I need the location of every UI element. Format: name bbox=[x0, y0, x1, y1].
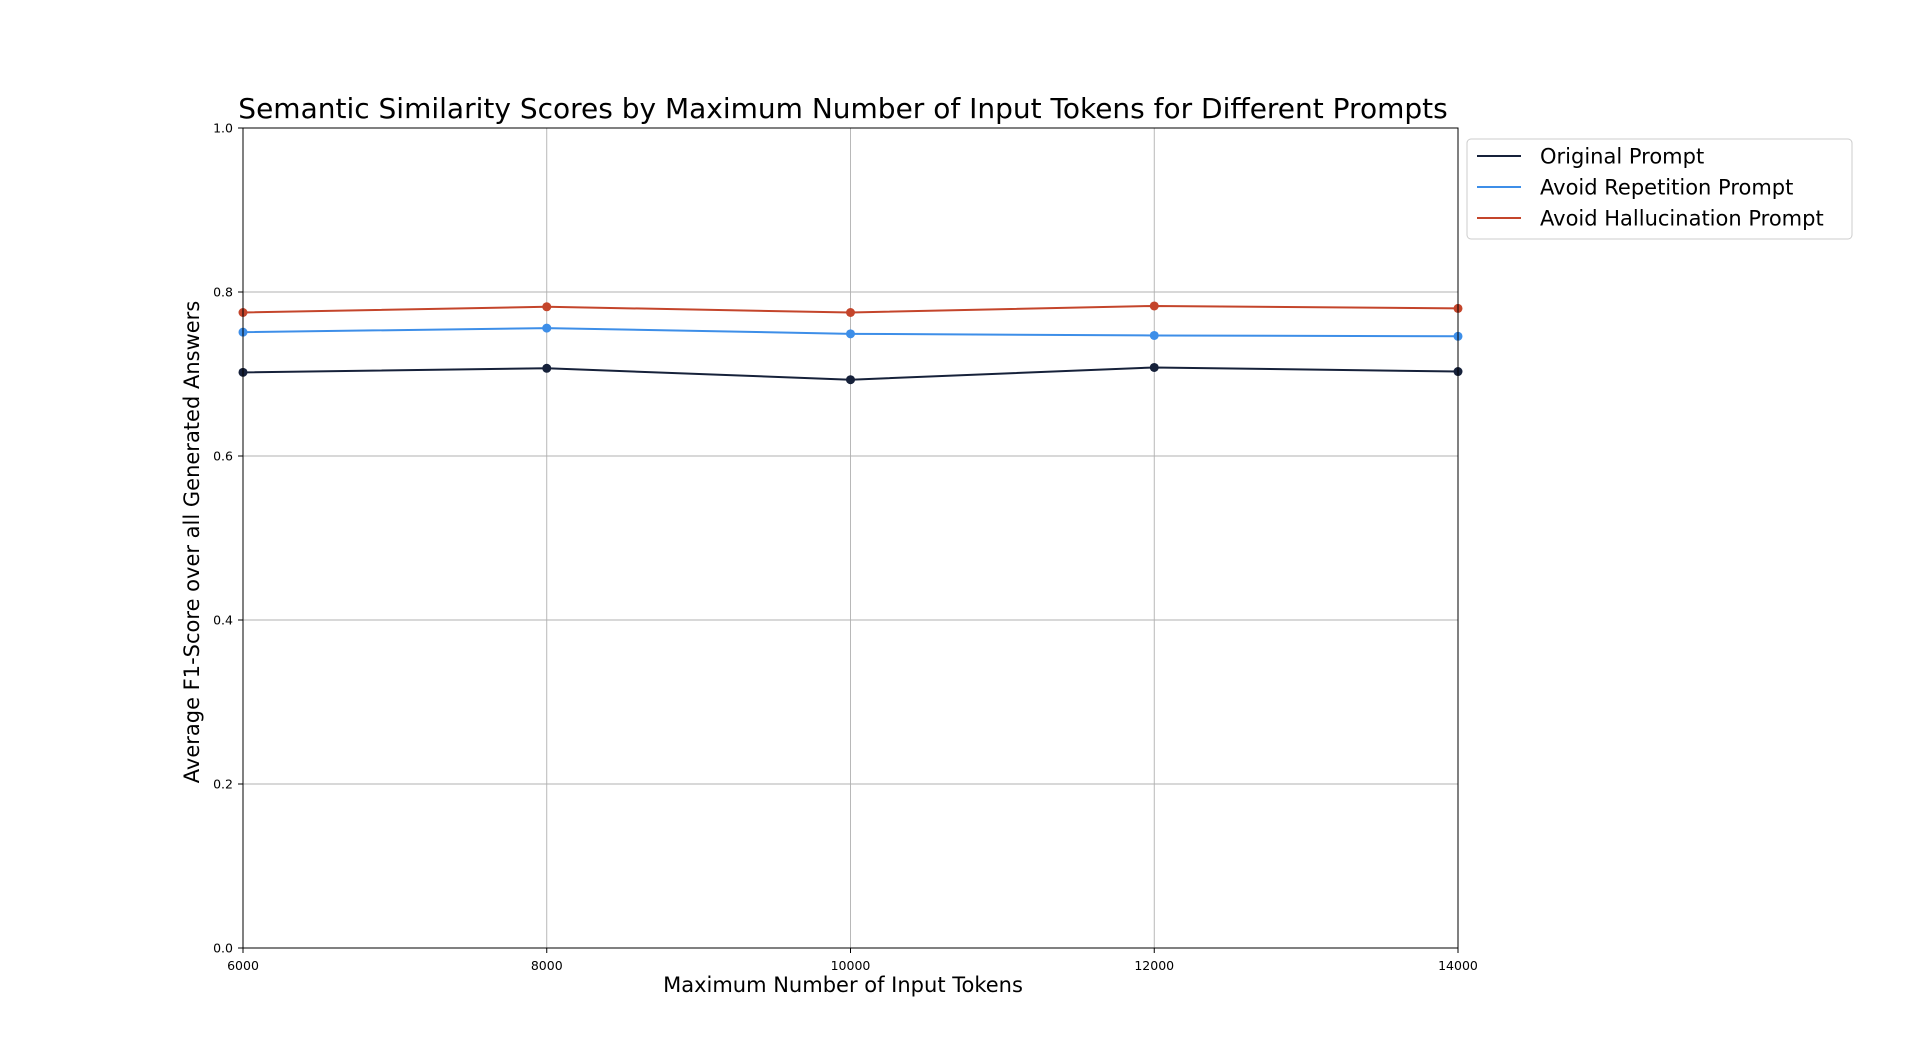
y-tick-label: 1.0 bbox=[213, 121, 233, 136]
axes bbox=[238, 127, 1459, 953]
series-1 bbox=[238, 362, 1463, 385]
legend-box bbox=[1466, 138, 1853, 240]
x-tick-label: 14000 bbox=[1438, 958, 1478, 973]
y-tick-label: 0.6 bbox=[213, 449, 233, 464]
x-tick-labels: 6000 8000 10000 12000 14000 bbox=[227, 958, 1478, 973]
x-tick-label: 12000 bbox=[1134, 958, 1174, 973]
data-point bbox=[542, 323, 552, 333]
grid-lines bbox=[242, 127, 1459, 949]
y-tick-label: 0.4 bbox=[213, 613, 233, 628]
x-tick-label: 8000 bbox=[531, 958, 563, 973]
y-tick-label: 0.8 bbox=[213, 285, 233, 300]
x-tick-label: 6000 bbox=[227, 958, 259, 973]
x-tick-label: 10000 bbox=[831, 958, 871, 973]
legend: Original Prompt Avoid Repetition Prompt Av… bbox=[1466, 138, 1853, 240]
data-point bbox=[542, 302, 552, 312]
series-2 bbox=[238, 323, 1463, 341]
y-tick-label: 0.2 bbox=[213, 777, 233, 792]
legend-label: Avoid Repetition Prompt bbox=[1540, 176, 1793, 200]
chart-title: Semantic Similarity Scores by Maximum Nu… bbox=[238, 92, 1447, 125]
legend-label: Original Prompt bbox=[1540, 145, 1704, 169]
data-point bbox=[846, 308, 855, 317]
y-tick-labels: 0.0 0.2 0.4 0.6 0.8 1.0 bbox=[213, 121, 233, 956]
data-point bbox=[542, 363, 552, 373]
y-tick-label: 0.0 bbox=[213, 941, 233, 956]
data-point bbox=[1149, 362, 1159, 372]
legend-item: Original Prompt bbox=[1477, 145, 1704, 169]
legend-item: Avoid Hallucination Prompt bbox=[1477, 207, 1824, 231]
x-axis-label: Maximum Number of Input Tokens bbox=[663, 973, 1023, 997]
legend-item: Avoid Repetition Prompt bbox=[1477, 176, 1793, 200]
data-point bbox=[846, 329, 855, 339]
series-3 bbox=[238, 301, 1463, 317]
data-point bbox=[846, 375, 855, 385]
legend-label: Avoid Hallucination Prompt bbox=[1540, 207, 1824, 231]
data-point bbox=[1149, 330, 1159, 340]
y-axis-label: Average F1-Score over all Generated Answ… bbox=[180, 301, 204, 784]
series-lines bbox=[238, 301, 1463, 385]
data-point bbox=[1149, 301, 1159, 311]
